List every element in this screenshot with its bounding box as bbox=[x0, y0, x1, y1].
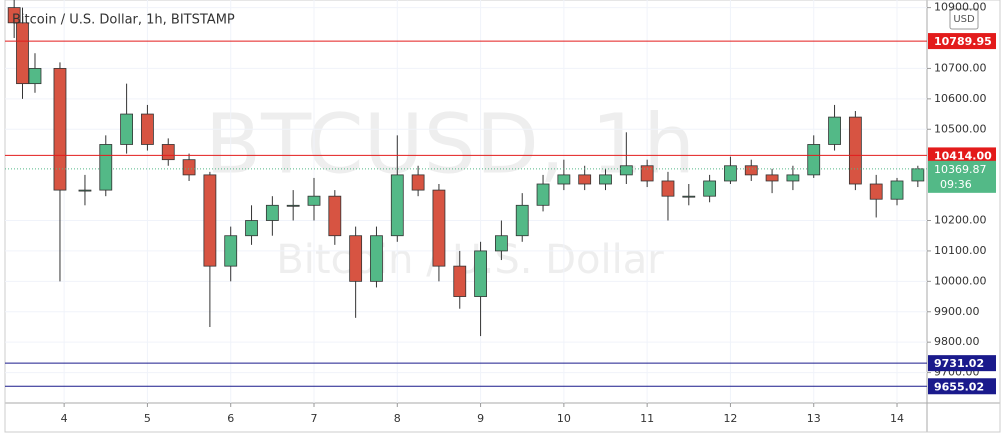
candle-body bbox=[141, 113, 154, 145]
y-tick-label: 10000.00 bbox=[934, 274, 987, 287]
y-tick-label: 10900.00 bbox=[934, 1, 987, 14]
candle-body bbox=[807, 144, 821, 176]
countdown: 09:36 bbox=[940, 178, 972, 191]
candle-body bbox=[349, 235, 363, 282]
candle-body bbox=[703, 180, 717, 197]
candle-body bbox=[848, 116, 862, 185]
candle-body bbox=[224, 235, 238, 267]
candle-body bbox=[78, 189, 92, 192]
candle-body bbox=[120, 113, 134, 145]
candle-body bbox=[370, 235, 383, 282]
x-tick-label: 10 bbox=[557, 412, 571, 425]
candle-body bbox=[16, 22, 29, 85]
candle-body bbox=[161, 144, 175, 161]
y-tick-label: 10100.00 bbox=[934, 244, 987, 257]
watermark-name: Bitcoin / U.S. Dollar bbox=[276, 237, 664, 283]
x-tick-label: 5 bbox=[144, 412, 151, 425]
candle-body bbox=[265, 204, 279, 221]
y-tick-label: 10500.00 bbox=[934, 122, 987, 135]
candle-body bbox=[182, 159, 196, 176]
y-tick-label: 10600.00 bbox=[934, 92, 987, 105]
candle-body bbox=[890, 180, 904, 200]
candle-body bbox=[828, 116, 841, 145]
candle-body bbox=[307, 195, 321, 206]
x-tick-label: 9 bbox=[477, 412, 484, 425]
candle-body bbox=[411, 174, 425, 191]
x-tick-label: 8 bbox=[394, 412, 401, 425]
candle-body bbox=[328, 195, 342, 237]
candle-body bbox=[494, 235, 508, 252]
x-tick-label: 11 bbox=[640, 412, 654, 425]
y-tick-label: 10200.00 bbox=[934, 214, 987, 227]
candle-body bbox=[28, 68, 42, 85]
level-tag bbox=[928, 355, 996, 372]
candle-body bbox=[53, 68, 67, 191]
candle-body bbox=[682, 195, 696, 198]
candle-body bbox=[744, 165, 758, 176]
x-tick-label: 14 bbox=[890, 412, 904, 425]
candle-body bbox=[453, 265, 467, 297]
candle-body bbox=[286, 204, 300, 207]
level-tag bbox=[928, 33, 996, 50]
frame bbox=[4, 0, 1001, 433]
level-tag bbox=[928, 378, 996, 395]
candle-body bbox=[640, 165, 654, 182]
x-tick-label: 4 bbox=[61, 412, 68, 425]
candle-body bbox=[724, 165, 737, 182]
candle-body bbox=[515, 204, 529, 237]
candle-body bbox=[578, 174, 592, 185]
candle-body bbox=[786, 174, 800, 182]
candle-body bbox=[869, 183, 883, 200]
last-price-label: 10369.87 bbox=[934, 163, 987, 176]
watermark-ticker: BTCUSD, 1h bbox=[205, 97, 695, 192]
y-tick-label: 9900.00 bbox=[934, 305, 980, 318]
y-tick-label: 10700.00 bbox=[934, 61, 987, 74]
level-label: 9731.02 bbox=[934, 357, 984, 370]
candle-body bbox=[536, 183, 550, 206]
level-tag bbox=[928, 147, 996, 164]
x-tick-label: 12 bbox=[723, 412, 737, 425]
x-tick-label: 6 bbox=[227, 412, 234, 425]
candle-body bbox=[619, 165, 633, 176]
x-tick-label: 7 bbox=[310, 412, 317, 425]
candle-body bbox=[911, 168, 925, 182]
last-price-tag bbox=[928, 160, 996, 193]
currency-box bbox=[949, 8, 979, 30]
candle-body bbox=[99, 144, 113, 191]
candle-body bbox=[557, 174, 571, 185]
candle-body bbox=[203, 174, 217, 267]
candle-body bbox=[245, 220, 258, 237]
level-label: 10414.00 bbox=[934, 149, 992, 162]
candle-body bbox=[7, 7, 21, 24]
x-tick-label: 13 bbox=[807, 412, 821, 425]
currency: USD bbox=[953, 14, 975, 25]
level-label: 9655.02 bbox=[934, 380, 984, 393]
candle-body bbox=[474, 250, 487, 297]
chart-title: Bitcoin / U.S. Dollar, 1h, BITSTAMP bbox=[12, 13, 235, 28]
candle-body bbox=[765, 174, 779, 182]
level-label: 10789.95 bbox=[934, 35, 992, 48]
candle-body bbox=[432, 189, 446, 267]
candle-body bbox=[390, 174, 404, 237]
y-tick-label: 9800.00 bbox=[934, 335, 980, 348]
candle-body bbox=[661, 180, 675, 197]
candle-body bbox=[599, 174, 612, 185]
